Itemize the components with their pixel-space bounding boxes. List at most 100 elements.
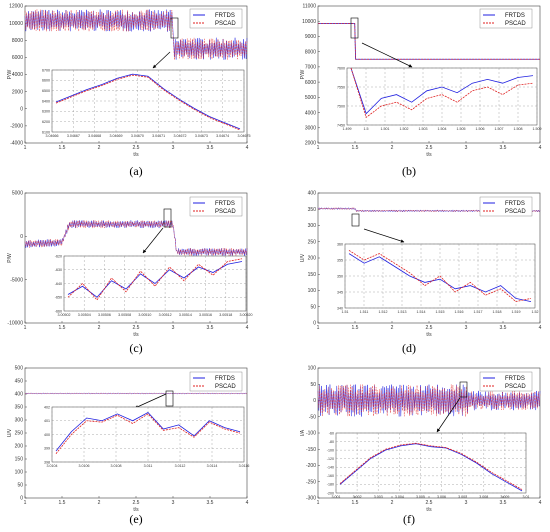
panel-caption: (d) xyxy=(402,341,416,355)
inset-x-tick-label: 1.511 xyxy=(360,310,369,314)
inset-y-tick-label: -160 xyxy=(327,474,334,478)
inset-x-tick-label: 1.517 xyxy=(474,310,483,314)
y-axis-label: P/W xyxy=(7,253,13,263)
y-tick-label: -5000 xyxy=(10,277,23,283)
inset-x-tick-label: 3.04672 xyxy=(174,134,187,138)
x-axis-label: t/s xyxy=(133,332,139,338)
y-tick-label: 200 xyxy=(308,256,317,262)
legend-label-frtds: FRTDS xyxy=(215,376,235,382)
inset-x-tick-label: 3.002 xyxy=(353,495,362,499)
zoom-box xyxy=(163,208,172,228)
inset-x-tick-label: 1.515 xyxy=(436,310,445,314)
x-tick-label: 3 xyxy=(465,500,468,506)
inset-x-tick-label: 3.04667 xyxy=(67,134,80,138)
x-tick-label: 1 xyxy=(317,325,320,331)
x-tick-label: 2 xyxy=(391,500,394,506)
zoom-box xyxy=(459,381,468,398)
inset-y-tick-label: 350 xyxy=(337,274,343,278)
inset-x-tick-label: 3.00508 xyxy=(118,313,131,317)
y-tick-label: 2000 xyxy=(12,89,23,95)
inset-x-tick-label: 1.503 xyxy=(419,127,428,131)
y-tick-label: 12000 xyxy=(9,4,23,10)
y-tick-label: 9000 xyxy=(305,34,316,40)
zoom-arrow xyxy=(361,42,413,68)
inset-x-tick-label: 1.512 xyxy=(379,310,388,314)
x-tick-label: 4 xyxy=(539,325,542,331)
y-tick-label: 350 xyxy=(308,207,317,213)
inset-y-tick-label: 7500 xyxy=(337,104,345,108)
x-axis-label: t/s xyxy=(426,332,432,338)
x-tick-label: 3 xyxy=(465,145,468,151)
inset-x-tick-label: 3.00512 xyxy=(159,313,172,317)
inset-x-tick-label: 1.507 xyxy=(495,127,504,131)
legend-label-pscad: PSCAD xyxy=(505,209,526,215)
y-tick-label: 5000 xyxy=(305,95,316,101)
inset-y-tick-label: 6500 xyxy=(42,89,50,93)
inset-y-tick-label: 340 xyxy=(337,306,343,310)
inset-x-tick-label: 1.509 xyxy=(533,127,542,131)
x-tick-label: 4 xyxy=(246,325,249,331)
inset-x-tick-label: 1.499 xyxy=(343,127,352,131)
inset-x-tick-label: 3.0116 xyxy=(239,464,250,468)
inset-frame xyxy=(335,432,527,494)
inset-x-tick-label: 3.04669 xyxy=(110,134,123,138)
x-tick-label: 3 xyxy=(172,325,175,331)
panel-caption: (f) xyxy=(403,512,415,526)
inset-y-tick-label: 6100 xyxy=(42,130,50,134)
zoom-box xyxy=(351,213,360,227)
inset-x-tick-label: 3.006 xyxy=(437,495,446,499)
y-tick-label: 300 xyxy=(15,418,24,424)
inset-x-tick-label: 3.003 xyxy=(374,495,383,499)
panel-caption: (a) xyxy=(129,164,142,178)
x-tick-label: 2 xyxy=(98,145,101,151)
panel-caption: (b) xyxy=(402,164,416,178)
inset-x-tick-label: 1.519 xyxy=(512,310,521,314)
zoom-arrow xyxy=(152,51,171,69)
inset-y-tick-label: 6200 xyxy=(42,120,50,124)
inset-x-tick-label: 3.008 xyxy=(479,495,488,499)
inset-x-tick-label: 3.0112 xyxy=(175,464,186,468)
x-tick-label: 4 xyxy=(246,500,249,506)
y-tick-label: 400 xyxy=(308,191,317,197)
y-tick-label: 150 xyxy=(308,272,317,278)
y-tick-label: 50 xyxy=(310,382,316,388)
inset-y-tick-label: -640 xyxy=(55,282,62,286)
y-tick-label: 0 xyxy=(313,321,316,327)
inset-y-tick-label: -80 xyxy=(329,440,334,444)
inset-series-frtds xyxy=(67,261,243,298)
zoom-arrow xyxy=(142,227,164,254)
legend-label-frtds: FRTDS xyxy=(505,376,525,382)
y-tick-label: -50 xyxy=(309,414,316,420)
x-tick-label: 1 xyxy=(24,145,27,151)
inset-x-tick-label: 3.00502 xyxy=(58,313,71,317)
zoom-box xyxy=(170,17,179,39)
series-line-pscad xyxy=(317,384,541,417)
chart-panel-e: 1 1.5 2 2.5 3 3.5 4 0 50 100 150 200 250 300 350 400 450… xyxy=(7,366,249,526)
y-axis-label: U/V xyxy=(300,253,306,262)
x-tick-label: 1.5 xyxy=(352,145,359,151)
y-tick-label: -200 xyxy=(306,463,316,469)
inset-x-tick-label: 3.00510 xyxy=(138,313,151,317)
x-tick-label: 2.5 xyxy=(133,500,140,506)
x-tick-label: 1 xyxy=(317,500,320,506)
x-tick-label: 3 xyxy=(465,325,468,331)
inset-series-frtds xyxy=(55,73,241,130)
y-tick-label: 4000 xyxy=(12,72,23,78)
x-tick-label: 1.5 xyxy=(59,500,66,506)
inset-x-tick-label: 3.04668 xyxy=(88,134,101,138)
inset-series-pscad xyxy=(55,413,241,454)
chart-panel-a: 1 1.5 2 2.5 3 3.5 4 -4000 -2000 0 2000 4000 6000 8000… xyxy=(7,4,251,178)
zoom-arrow xyxy=(134,393,167,409)
inset-y-tick-label: 398 xyxy=(44,460,50,464)
zoom-arrow xyxy=(363,228,405,243)
x-axis-label: t/s xyxy=(426,152,432,158)
y-tick-label: 500 xyxy=(15,366,24,372)
y-tick-label: -150 xyxy=(306,447,316,453)
y-tick-label: 0 xyxy=(20,106,23,112)
y-tick-label: 450 xyxy=(15,379,24,385)
inset-x-tick-label: 3.00514 xyxy=(179,313,192,317)
inset-x-tick-label: 3.005 xyxy=(416,495,425,499)
inset-y-tick-label: 345 xyxy=(337,290,343,294)
inset-y-tick-label: -140 xyxy=(327,466,334,470)
y-tick-label: 100 xyxy=(308,288,317,294)
